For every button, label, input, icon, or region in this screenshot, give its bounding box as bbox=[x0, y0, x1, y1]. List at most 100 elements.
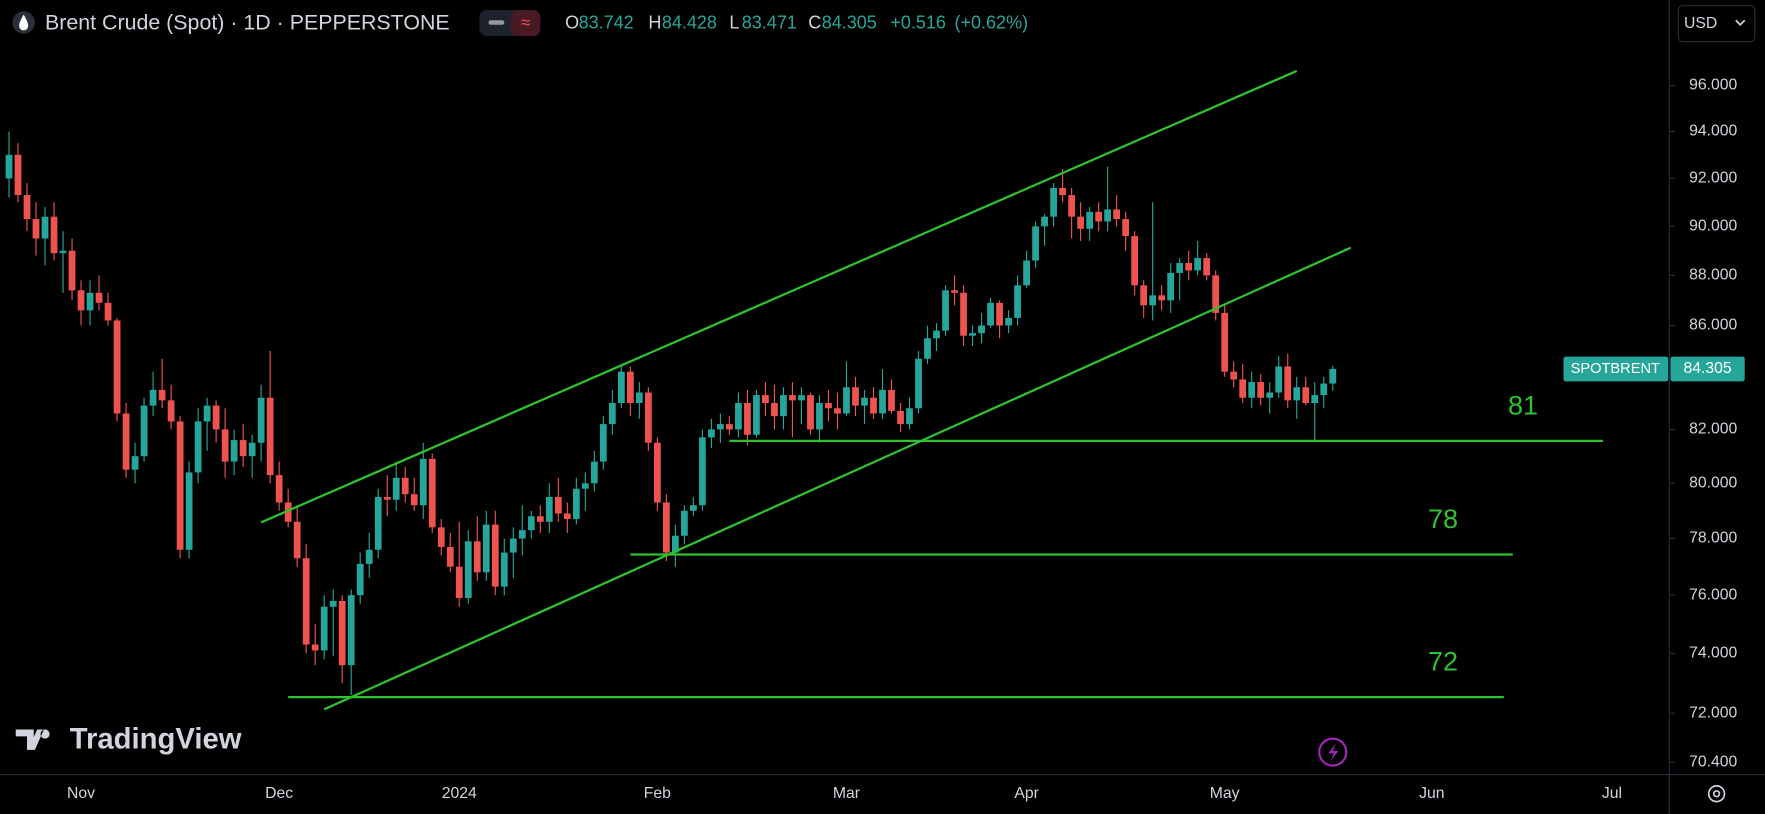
y-tick-label: 78.000 bbox=[1689, 530, 1737, 547]
candle-body bbox=[347, 595, 355, 666]
candle-body bbox=[1212, 275, 1220, 313]
candle-body bbox=[825, 402, 832, 409]
candle-body bbox=[185, 472, 193, 550]
y-tick-label: 80.000 bbox=[1689, 474, 1737, 491]
candle-body bbox=[1023, 260, 1030, 286]
x-tick-label: 2024 bbox=[442, 785, 477, 802]
candle-body bbox=[699, 437, 706, 506]
candle-body bbox=[861, 397, 868, 406]
candle-body bbox=[554, 496, 562, 514]
currency-button[interactable] bbox=[1677, 5, 1756, 43]
candle-body bbox=[933, 330, 940, 339]
candle-body bbox=[653, 442, 661, 503]
y-tick-label: 76.000 bbox=[1689, 586, 1737, 603]
candle-body bbox=[491, 524, 499, 587]
candle-body bbox=[149, 389, 157, 406]
candle-body bbox=[644, 392, 652, 443]
candle-body bbox=[888, 389, 895, 411]
candle-body bbox=[969, 333, 976, 336]
candle-body bbox=[32, 219, 40, 239]
candle-body bbox=[68, 250, 76, 291]
candle-body bbox=[672, 535, 679, 553]
candle-body bbox=[1302, 387, 1310, 403]
candle-body bbox=[951, 290, 958, 293]
candle-body bbox=[1086, 211, 1093, 229]
candle-body bbox=[365, 549, 373, 564]
candle-body bbox=[1113, 209, 1121, 220]
candle-body bbox=[338, 600, 346, 666]
candle-body bbox=[59, 250, 67, 254]
candle-body bbox=[960, 292, 967, 336]
dropdown-arrow bbox=[1735, 19, 1746, 26]
candle-body bbox=[1194, 258, 1202, 271]
candle-body bbox=[771, 402, 778, 417]
candle-body bbox=[915, 358, 922, 409]
compare-button[interactable] bbox=[511, 10, 541, 37]
candle-body bbox=[50, 216, 58, 254]
oil-drop-icon bbox=[19, 14, 29, 31]
candle-body bbox=[383, 496, 391, 500]
candle-body bbox=[924, 338, 931, 359]
candle-body bbox=[635, 392, 643, 403]
candle-body bbox=[762, 395, 769, 403]
candle-body bbox=[293, 521, 301, 559]
settings-button[interactable] bbox=[1707, 785, 1726, 803]
candle-body bbox=[1068, 195, 1075, 217]
candle-body bbox=[1059, 187, 1066, 196]
candle-body bbox=[897, 410, 904, 425]
candle-body bbox=[626, 371, 634, 403]
y-tick-label: 88.000 bbox=[1689, 267, 1737, 284]
candle-body bbox=[212, 405, 220, 430]
candle-body bbox=[104, 302, 112, 321]
candle-body bbox=[1284, 366, 1292, 401]
candle-body bbox=[131, 456, 139, 470]
candle-body bbox=[572, 488, 580, 520]
candle-body bbox=[1140, 285, 1148, 306]
candle-body bbox=[356, 563, 364, 596]
legend-value: 84.305 bbox=[822, 12, 877, 32]
y-tick-label: 96.000 bbox=[1689, 77, 1737, 94]
candle-body bbox=[753, 395, 760, 435]
candle-body bbox=[617, 371, 625, 403]
candle-body bbox=[608, 402, 616, 425]
candle-body bbox=[248, 442, 256, 457]
candle-body bbox=[95, 292, 103, 303]
candle-body bbox=[852, 387, 859, 406]
symbol-badge bbox=[1563, 356, 1669, 382]
candle-body bbox=[843, 387, 850, 414]
candle-body bbox=[1185, 263, 1193, 271]
candle-body bbox=[906, 408, 913, 425]
drawings: 81 78 72 bbox=[288, 390, 1603, 699]
candle-body bbox=[1167, 272, 1175, 301]
candle-body bbox=[1149, 295, 1157, 306]
y-tick-label: 70.400 bbox=[1689, 753, 1737, 770]
candle-body bbox=[1248, 382, 1256, 398]
candle-body bbox=[302, 558, 310, 645]
candle-body bbox=[86, 292, 94, 311]
alert-button[interactable] bbox=[1318, 737, 1348, 767]
candle-body bbox=[789, 395, 796, 401]
level-annotation[interactable]: 78 bbox=[1428, 504, 1458, 534]
level-annotation[interactable]: 72 bbox=[1428, 647, 1458, 677]
candle-body bbox=[807, 395, 814, 430]
settings-icon-center bbox=[1712, 790, 1721, 798]
candle-body bbox=[455, 566, 463, 599]
candle-body bbox=[5, 154, 13, 179]
candle-body bbox=[194, 421, 202, 473]
candle-body bbox=[1005, 317, 1012, 326]
symbol-title[interactable]: Brent Crude (Spot) · 1D · PEPPERSTONE bbox=[45, 10, 450, 34]
candle-body bbox=[14, 154, 22, 196]
candle-body bbox=[401, 477, 409, 495]
candle-body bbox=[942, 290, 949, 331]
channel-upper-line[interactable] bbox=[260, 69, 1298, 524]
candle-body bbox=[780, 395, 787, 417]
channel-lower-line[interactable] bbox=[323, 246, 1352, 711]
candle-body bbox=[1266, 392, 1274, 398]
candle-body bbox=[158, 389, 166, 401]
candle-body bbox=[221, 429, 229, 462]
candle-body bbox=[284, 502, 292, 522]
tv-logo bbox=[15, 729, 50, 750]
candle-body bbox=[482, 524, 490, 573]
level-annotation[interactable]: 81 bbox=[1508, 390, 1538, 420]
candle-body bbox=[23, 195, 31, 220]
